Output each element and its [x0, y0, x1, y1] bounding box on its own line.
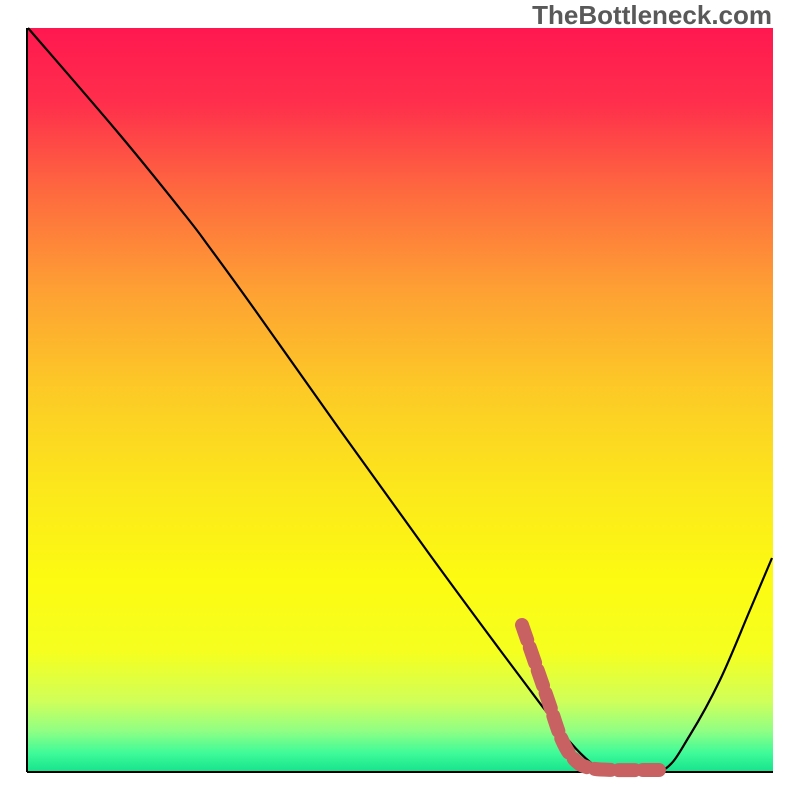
bottleneck-curve [28, 28, 772, 772]
chart-container: { "chart": { "type": "bottleneck-curve",… [0, 0, 800, 800]
marker-segment [522, 625, 665, 770]
watermark-text: TheBottleneck.com [532, 0, 772, 31]
curve-layer [27, 28, 773, 772]
plot-area [27, 28, 773, 772]
